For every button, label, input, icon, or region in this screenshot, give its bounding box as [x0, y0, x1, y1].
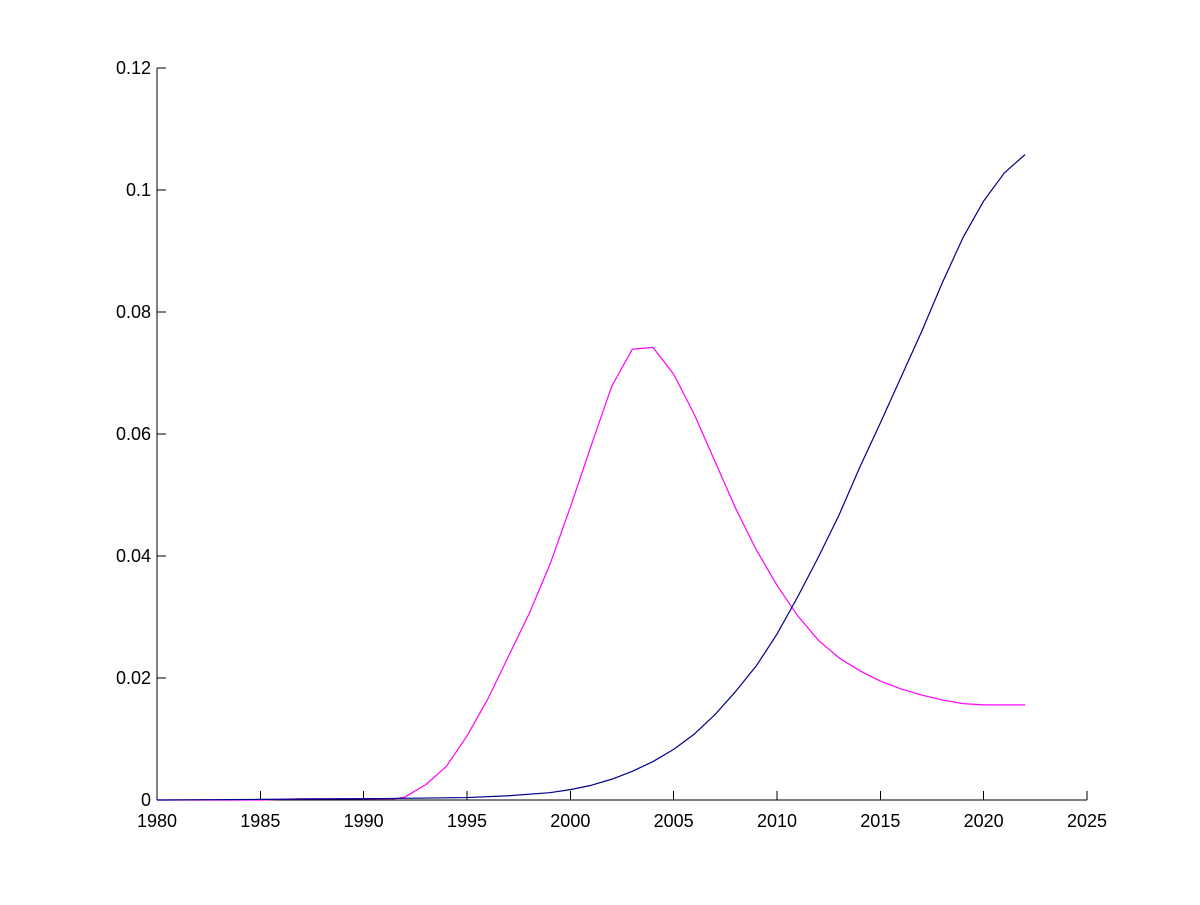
x-tick-label: 2010 — [757, 811, 797, 831]
x-tick-label: 2015 — [860, 811, 900, 831]
y-tick-label: 0.12 — [116, 58, 151, 78]
y-tick-label: 0 — [141, 790, 151, 810]
series-lines — [156, 154, 1026, 801]
y-tick-label: 0.1 — [126, 180, 151, 200]
x-tick-label: 1990 — [344, 811, 384, 831]
y-tick-label: 0.02 — [116, 668, 151, 688]
series-line-2 — [156, 154, 1026, 801]
x-axis-ticks: 1980 1985 1990 1995 2000 2005 2010 2015 2020 2025 — [137, 791, 1107, 831]
axes — [156, 68, 1087, 801]
x-tick-label: 2000 — [550, 811, 590, 831]
y-axis-ticks: 0 0.02 0.04 0.06 0.08 0.1 0.12 — [116, 58, 166, 810]
x-tick-label: 1995 — [447, 811, 487, 831]
x-tick-label: 2025 — [1067, 811, 1107, 831]
x-tick-label: 1985 — [240, 811, 280, 831]
series-line-1 — [157, 346, 1025, 801]
y-tick-label: 0.08 — [116, 302, 151, 322]
x-tick-label: 2020 — [964, 811, 1004, 831]
y-tick-label: 0.04 — [116, 546, 151, 566]
x-tick-label: 1980 — [137, 811, 177, 831]
y-tick-label: 0.06 — [116, 424, 151, 444]
x-tick-label: 2005 — [654, 811, 694, 831]
